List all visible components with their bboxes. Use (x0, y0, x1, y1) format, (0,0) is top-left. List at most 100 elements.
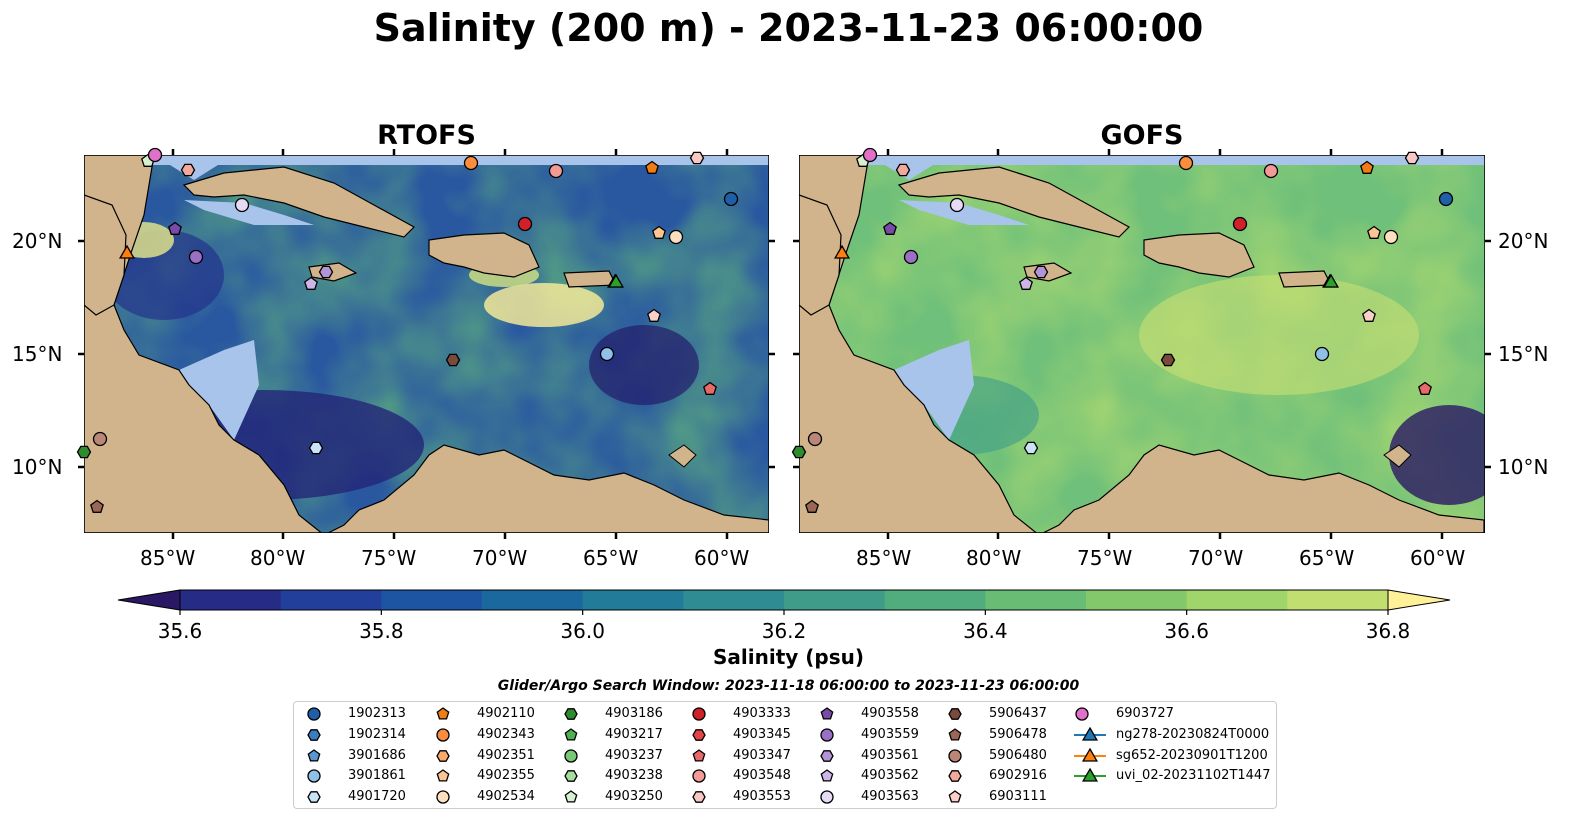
legend-label: 4903561 (861, 747, 919, 763)
lon-label-65w-right: 65°W (1299, 546, 1355, 570)
legend-marker (564, 790, 578, 803)
colorbar-segment (1086, 590, 1188, 610)
legend-marker (307, 707, 321, 721)
colorbar-segment (482, 590, 584, 610)
float-marker-6902916-gofs (895, 163, 911, 177)
colorbar-tick-label: 36.6 (1164, 619, 1209, 643)
colorbar-segment (1186, 590, 1288, 610)
legend-marker (692, 728, 706, 741)
float-marker-4903562-rtofs (304, 276, 318, 290)
colorbar-segment (683, 590, 785, 610)
float-marker-4903563-gofs (949, 197, 965, 213)
legend-marker (307, 769, 321, 784)
colorbar-segment (884, 590, 986, 610)
colorbar-tick-label: 35.6 (158, 619, 203, 643)
legend-label: 5906478 (989, 726, 1047, 742)
float-marker-5906480-rtofs (92, 431, 108, 447)
lat-label-20n: 20°N (12, 229, 63, 253)
colorbar-tick-label: 36.8 (1366, 619, 1411, 643)
lon-label-75w: 75°W (361, 546, 417, 570)
legend-marker (948, 790, 962, 803)
float-marker-6903727-rtofs (147, 147, 163, 163)
float-marker-5906437-gofs (1160, 353, 1176, 367)
float-marker-4902110-gofs (1360, 160, 1374, 174)
legend-label: 1902314 (348, 726, 406, 742)
lon-label-60w-right: 60°W (1410, 546, 1466, 570)
colorbar-extend-high (1387, 589, 1451, 611)
float-marker-4903558-gofs (883, 221, 897, 235)
legend-marker (436, 769, 450, 782)
legend-label: 1902313 (348, 706, 406, 721)
legend-label: 5906437 (989, 706, 1047, 721)
legend-marker (948, 748, 962, 763)
glider-marker-sg652-20230901T1200-rtofs (118, 244, 136, 259)
colorbar-segment (381, 590, 483, 610)
float-marker-4901720-rtofs (308, 441, 324, 455)
legend-marker (1081, 768, 1099, 783)
colorbar-tick-label: 35.8 (359, 619, 404, 643)
colorbar-segment (985, 590, 1087, 610)
legend-label: 4901720 (348, 789, 406, 805)
legend-marker (948, 708, 962, 720)
legend-label: 4903237 (605, 747, 663, 763)
lon-label-80w: 80°W (250, 546, 306, 570)
map-panels (76, 147, 1491, 539)
float-marker-4902110-rtofs (645, 160, 659, 174)
legend-marker (948, 770, 962, 783)
legend-marker (436, 749, 450, 762)
legend-label: 4902343 (477, 726, 535, 742)
float-marker-4903548-gofs (1263, 163, 1279, 179)
lon-label-80w-right: 80°W (966, 546, 1022, 570)
float-marker-4903562-gofs (1019, 276, 1033, 290)
float-marker-4902534-gofs (1383, 229, 1399, 245)
float-marker-4903333-gofs (1232, 216, 1248, 232)
legend-label: uvi_02-20231102T1447 (1116, 768, 1271, 784)
colorbar-segment (180, 590, 282, 610)
legend-marker (948, 727, 962, 741)
legend-label: 4902534 (477, 789, 535, 805)
float-marker-4902534-rtofs (668, 229, 684, 245)
legend-label: 4903250 (605, 789, 663, 805)
float-marker-4903563-rtofs (234, 197, 250, 213)
legend-label: 3901861 (348, 768, 406, 784)
colorbar-segment (784, 590, 886, 610)
panel-title-gofs: GOFS (1100, 120, 1184, 151)
float-marker-4903561-gofs (1033, 265, 1049, 279)
legend-marker (564, 708, 578, 720)
float-marker-6903111-gofs (1362, 308, 1376, 322)
colorbar-segment (1287, 590, 1389, 610)
lat-label-15n: 15°N (12, 342, 63, 366)
float-marker-4902355-rtofs (652, 225, 666, 239)
float-marker-4903559-rtofs (188, 249, 204, 265)
float-marker-5906478-rtofs (90, 499, 104, 513)
legend-marker (436, 728, 450, 742)
panel-title-rtofs: RTOFS (377, 120, 476, 151)
salinity-colorbar: 35.6 35.8 36.0 36.2 36.4 36.6 36.8 (117, 589, 1451, 643)
legend-label: 6903111 (989, 789, 1047, 805)
legend-marker (692, 707, 706, 721)
float-marker-4903347-gofs (1418, 381, 1432, 395)
legend-marker (820, 769, 834, 782)
float-marker-4903559-gofs (903, 249, 919, 265)
colorbar-tick-label: 36.0 (560, 619, 605, 643)
float-marker-4901720-gofs (1023, 441, 1039, 455)
lon-label-85w: 85°W (140, 546, 196, 570)
float-marker-6903111-rtofs (647, 308, 661, 322)
lon-label-70w-right: 70°W (1188, 546, 1244, 570)
legend-marker (820, 707, 834, 720)
lat-label-10n-right: 10°N (1498, 455, 1549, 479)
legend-title: Glider/Argo Search Window: 2023-11-18 06… (497, 678, 1080, 694)
legend-label: 4903345 (733, 726, 791, 742)
colorbar-extend-low (117, 589, 181, 611)
legend-label: 4902110 (477, 706, 535, 721)
legend-label: 4903563 (861, 789, 919, 805)
float-marker-6903727-gofs (862, 147, 878, 163)
legend-marker (307, 791, 321, 804)
lat-label-20n-right: 20°N (1498, 229, 1549, 253)
float-marker-4903548-rtofs (548, 163, 564, 179)
legend-label: 4903553 (733, 789, 791, 805)
lat-label-10n: 10°N (12, 455, 63, 479)
float-marker-4903553-rtofs (689, 151, 705, 165)
lon-label-60w: 60°W (694, 546, 750, 570)
lon-label-65w: 65°W (583, 546, 639, 570)
